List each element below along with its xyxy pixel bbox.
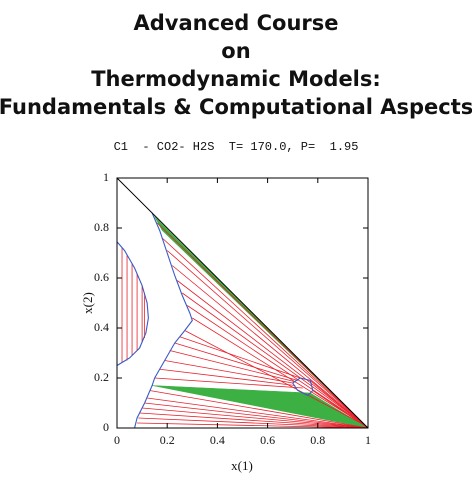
phase-boundary (134, 212, 193, 429)
tie-line (142, 407, 369, 429)
tie-line (144, 402, 369, 429)
tie-line (192, 317, 366, 426)
tie-line (161, 237, 360, 420)
y-tick-label: 0.4 (94, 320, 109, 334)
y-tick-label: 1 (103, 170, 109, 184)
tie-line (174, 342, 298, 381)
tie-line (184, 330, 366, 426)
x-tick-label: 0.2 (160, 433, 175, 447)
tie-line (166, 250, 361, 421)
y-axis-label: x(2) (80, 292, 95, 314)
title-line: on (221, 39, 250, 63)
tie-line (312, 390, 369, 429)
phase-boundary (116, 241, 149, 366)
tie-line (176, 280, 364, 424)
tie-line (147, 397, 369, 429)
diagonal (116, 177, 369, 429)
title-line: Fundamentals & Computational Aspects (0, 95, 472, 119)
x-tick-label: 0.4 (210, 433, 225, 447)
tie-line (154, 377, 303, 389)
tie-line (159, 368, 296, 386)
three-phase-region (152, 385, 369, 429)
y-tick-label: 0.6 (94, 270, 109, 284)
tie-line (156, 222, 359, 419)
plot-frame (116, 177, 369, 429)
tie-line (179, 336, 301, 379)
tie-line (187, 305, 365, 425)
tie-line (138, 417, 369, 429)
tie-line (171, 265, 362, 423)
phase-boundary (292, 377, 314, 397)
y-tick-label: 0.8 (94, 220, 109, 234)
plot-area (116, 212, 369, 429)
tie-line (310, 380, 369, 429)
x-tick-label: 0 (114, 433, 120, 447)
y-tick-label: 0.2 (94, 370, 109, 384)
title-line: Thermodynamic Models: (91, 67, 381, 91)
x-tick-label: 0.8 (310, 433, 325, 447)
tie-line (139, 412, 369, 429)
tie-line (137, 422, 369, 429)
x-tick-label: 0.6 (260, 433, 275, 447)
x-axis-label: x(1) (231, 458, 253, 473)
tie-line (164, 360, 293, 384)
tie-line (149, 390, 369, 429)
x-tick-label: 1 (365, 433, 371, 447)
y-tick-label: 0 (103, 420, 109, 434)
tie-line (182, 292, 364, 424)
subtitle: C1 - CO2- H2S T= 170.0, P= 1.95 (114, 140, 359, 154)
title-line: Advanced Course (133, 11, 338, 35)
tie-line (169, 350, 296, 383)
